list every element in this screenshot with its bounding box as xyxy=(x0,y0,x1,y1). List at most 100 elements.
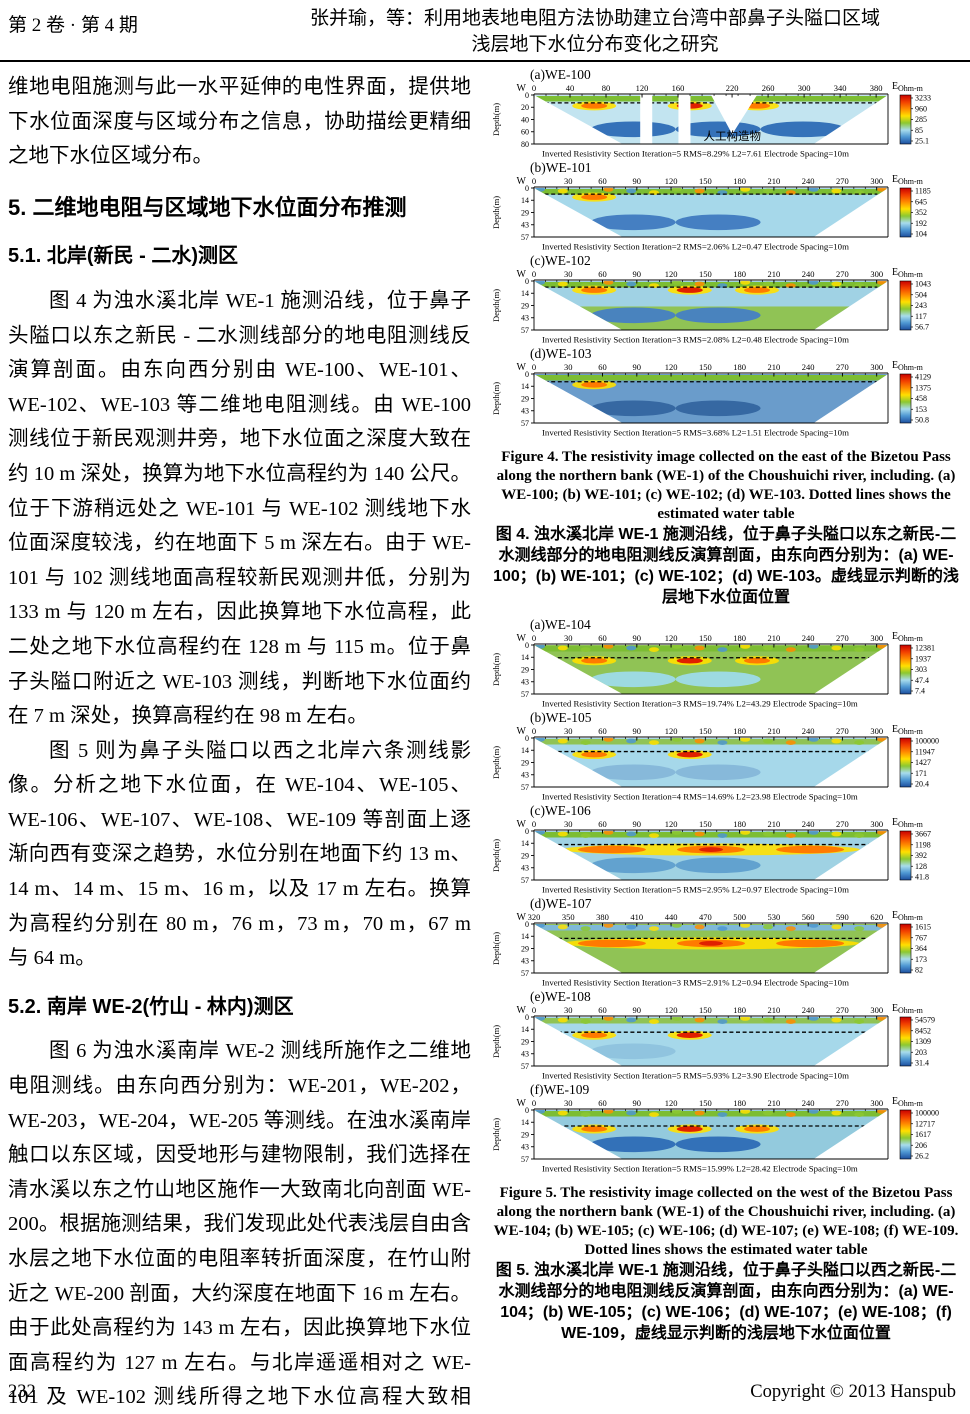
svg-text:20.4: 20.4 xyxy=(915,780,929,789)
svg-text:1617: 1617 xyxy=(915,1130,931,1139)
svg-text:150: 150 xyxy=(699,1098,712,1108)
svg-text:Depth(m): Depth(m) xyxy=(491,932,501,965)
journal-issue: 第 2 卷 · 第 4 期 xyxy=(8,15,138,36)
subsection-heading-5-1: 5.1. 北岸(新民 - 二水)测区 xyxy=(8,245,239,268)
svg-text:120: 120 xyxy=(665,362,678,372)
svg-text:Ohm-m: Ohm-m xyxy=(898,84,924,93)
svg-text:60: 60 xyxy=(598,1098,607,1108)
svg-text:220: 220 xyxy=(726,83,739,93)
panel-label: (c)WE-102 xyxy=(530,253,591,268)
svg-text:350: 350 xyxy=(562,912,575,922)
svg-text:364: 364 xyxy=(915,944,927,953)
section-plot: 0 30 60 90 120 150 180 210 240 270 300 W E Depth(m) 0 1… xyxy=(491,1004,935,1081)
section-plot: 320 350 380 410 440 470 500 530 560 590 620 W E Depth… xyxy=(491,911,931,988)
svg-text:240: 240 xyxy=(802,726,815,736)
svg-text:0: 0 xyxy=(532,726,536,736)
svg-text:40: 40 xyxy=(521,115,529,124)
resistivity-section xyxy=(534,374,888,423)
svg-text:14: 14 xyxy=(521,382,529,391)
svg-text:120: 120 xyxy=(665,176,678,186)
svg-text:90: 90 xyxy=(633,726,642,736)
svg-text:270: 270 xyxy=(836,1098,849,1108)
svg-text:Ohm-m: Ohm-m xyxy=(898,913,924,922)
paragraph-fig4: 图 4 为浊水溪北岸 WE-1 施测沿线，位于鼻子头隘口以东之新民 - 二水测线… xyxy=(8,289,471,728)
copyright: Copyright © 2013 Hanspub xyxy=(750,1382,956,1402)
section-heading-5: 5. 二维地电阻与区域地下水位面分布推测 xyxy=(8,194,407,220)
west-marker: W xyxy=(517,83,527,94)
svg-text:120: 120 xyxy=(665,726,678,736)
east-marker: E xyxy=(892,1004,898,1014)
text-column: 维地电阻施测与此一水平延伸的电性界面，提供地下水位面深度与区域分布之信息，协助描… xyxy=(8,70,471,1414)
svg-text:31.4: 31.4 xyxy=(915,1059,929,1068)
svg-text:270: 270 xyxy=(836,726,849,736)
depth-axis: Depth(m) 0 14 29 43 57 xyxy=(491,920,534,978)
svg-text:Depth(m): Depth(m) xyxy=(491,103,501,136)
page-number: 232 xyxy=(8,1382,36,1402)
svg-text:0: 0 xyxy=(525,734,529,743)
svg-text:300: 300 xyxy=(870,269,883,279)
svg-text:260: 260 xyxy=(762,83,775,93)
axes: 0 30 60 90 120 150 180 210 240 270 300 W E xyxy=(517,361,898,424)
svg-text:210: 210 xyxy=(768,726,781,736)
svg-text:14: 14 xyxy=(521,196,529,205)
svg-text:30: 30 xyxy=(564,633,573,643)
svg-text:Ohm-m: Ohm-m xyxy=(898,634,924,643)
west-marker: W xyxy=(517,269,527,280)
svg-text:303: 303 xyxy=(915,665,927,674)
axes: 0 30 60 90 120 150 180 210 240 270 300 W E xyxy=(517,175,898,238)
svg-text:43: 43 xyxy=(521,407,529,416)
svg-text:25.1: 25.1 xyxy=(915,137,929,146)
figure4-panels: (a)WE-100 人工构造物 0 40 80 120 160 220 260 300 340 380… xyxy=(490,68,968,440)
figure-panel: (a)WE-104 0 30 60 90 120 150 180 210 240 270 300 W E D… xyxy=(490,618,968,711)
svg-text:Depth(m): Depth(m) xyxy=(491,746,501,779)
east-marker: E xyxy=(892,268,898,278)
svg-text:504: 504 xyxy=(915,290,927,299)
svg-text:240: 240 xyxy=(802,362,815,372)
svg-text:100000: 100000 xyxy=(915,737,939,746)
svg-text:150: 150 xyxy=(699,819,712,829)
svg-text:0: 0 xyxy=(532,1098,536,1108)
svg-text:767: 767 xyxy=(915,933,927,942)
svg-text:203: 203 xyxy=(915,1048,927,1057)
svg-text:240: 240 xyxy=(802,633,815,643)
paragraph-fig6: 图 6 为浊水溪南岸 WE-2 测线所施作之二维地电阻测线。由东向西分别为：WE… xyxy=(8,1040,471,1409)
svg-text:620: 620 xyxy=(870,912,883,922)
svg-text:240: 240 xyxy=(802,1005,815,1015)
svg-text:29: 29 xyxy=(521,394,529,403)
svg-text:120: 120 xyxy=(665,819,678,829)
svg-text:270: 270 xyxy=(836,633,849,643)
svg-text:0: 0 xyxy=(525,370,529,379)
svg-text:57: 57 xyxy=(521,419,529,428)
svg-text:60: 60 xyxy=(598,726,607,736)
svg-text:Ohm-m: Ohm-m xyxy=(898,177,924,186)
figure-panel: (a)WE-100 人工构造物 0 40 80 120 160 220 260 300 340 380… xyxy=(490,68,968,161)
svg-text:1375: 1375 xyxy=(915,383,931,392)
svg-text:180: 180 xyxy=(733,726,746,736)
depth-axis: Depth(m) 0 14 29 43 57 xyxy=(491,734,534,792)
axes: 0 30 60 90 120 150 180 210 240 270 300 W E xyxy=(517,1004,898,1067)
east-marker: E xyxy=(892,632,898,642)
east-marker: E xyxy=(892,818,898,828)
section-footnote: Inverted Resistivity Section Iteration=4… xyxy=(542,792,858,802)
svg-text:150: 150 xyxy=(699,362,712,372)
svg-text:14: 14 xyxy=(521,746,529,755)
svg-text:29: 29 xyxy=(521,758,529,767)
svg-text:240: 240 xyxy=(802,1098,815,1108)
panel-label: (a)WE-100 xyxy=(530,67,591,82)
panel-label: (f)WE-109 xyxy=(530,1082,590,1097)
resistivity-section xyxy=(534,188,888,237)
svg-text:90: 90 xyxy=(633,819,642,829)
svg-text:60: 60 xyxy=(598,633,607,643)
svg-text:80: 80 xyxy=(521,140,529,149)
section-footnote: Inverted Resistivity Section Iteration=3… xyxy=(542,335,849,345)
section-plot: 0 30 60 90 120 150 180 210 240 270 300 W E Depth(m) 0 1… xyxy=(491,268,931,345)
svg-text:340: 340 xyxy=(834,83,847,93)
svg-text:30: 30 xyxy=(564,819,573,829)
svg-text:57: 57 xyxy=(521,1155,529,1164)
axes: 0 30 60 90 120 150 180 210 240 270 300 W E xyxy=(517,632,898,695)
svg-text:14: 14 xyxy=(521,1118,529,1127)
svg-text:90: 90 xyxy=(633,362,642,372)
svg-text:300: 300 xyxy=(870,1098,883,1108)
